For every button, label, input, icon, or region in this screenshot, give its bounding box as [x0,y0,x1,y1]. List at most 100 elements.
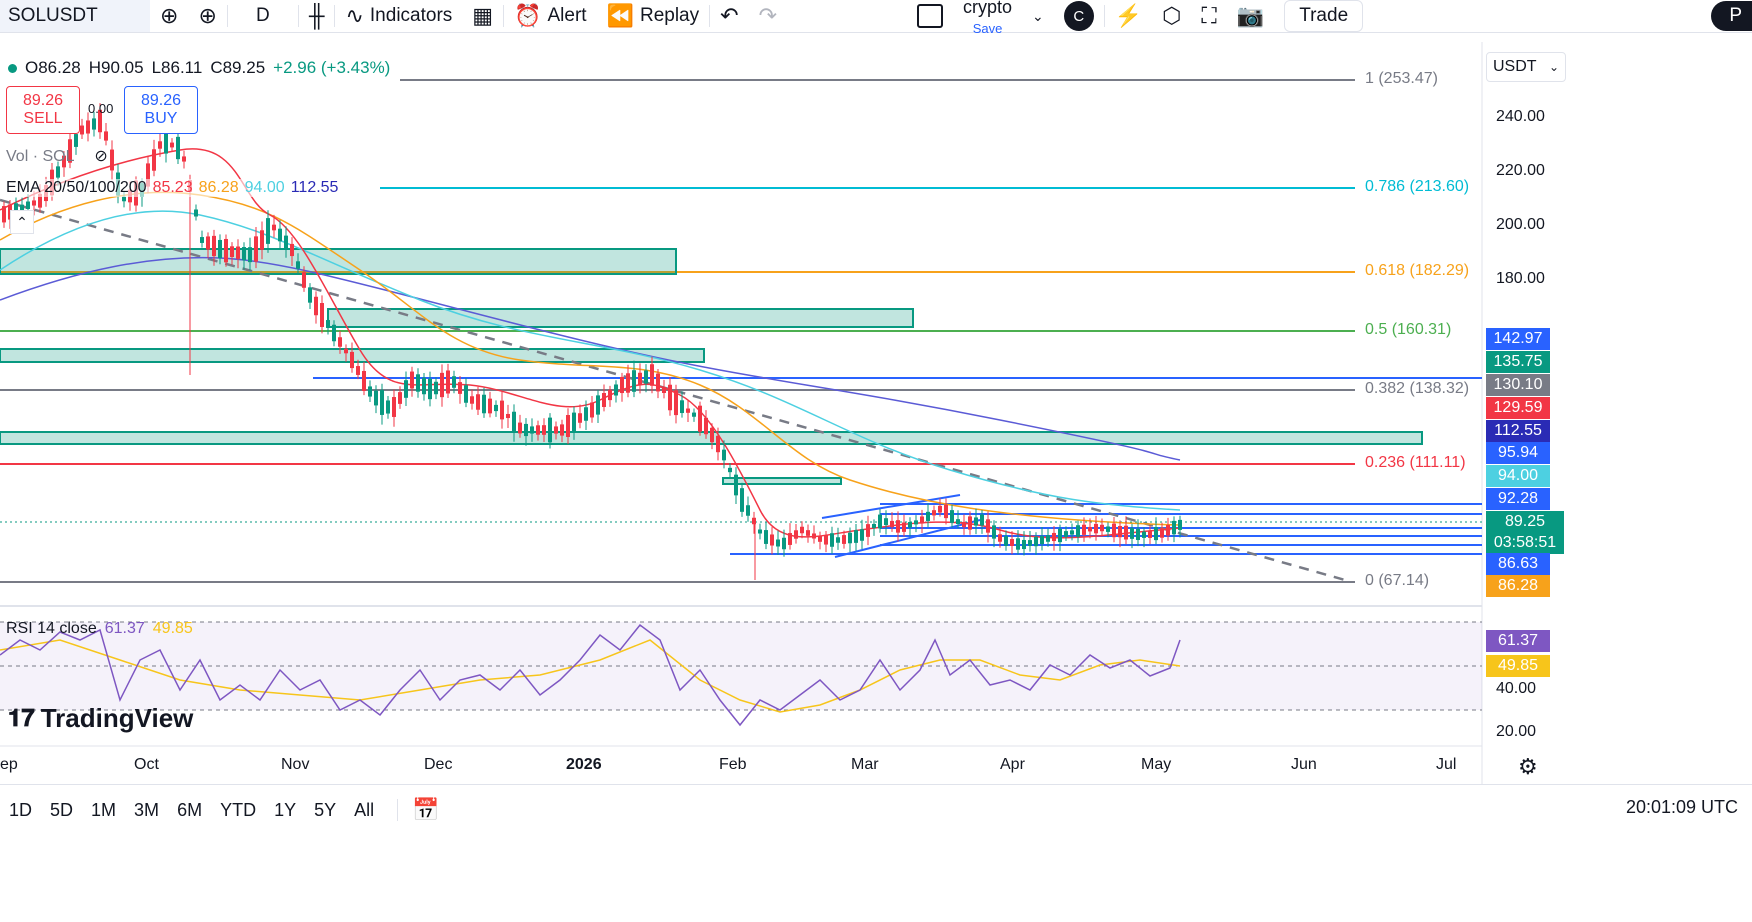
range-1y[interactable]: 1Y [274,799,297,820]
candle-body [242,247,246,261]
templates-icon[interactable]: ▦ [472,3,494,28]
candle-body [1130,528,1134,539]
alert-button[interactable]: ⏰ Alert [504,0,596,32]
buy-button[interactable]: 89.26 BUY [124,86,198,134]
trade-button[interactable]: Trade [1274,0,1373,32]
candle-body [968,516,972,530]
tradingview-logo[interactable]: 𝟏𝟕 TradingView [8,703,193,734]
sell-button[interactable]: 89.26 SELL [6,86,80,134]
candle-body [476,394,480,410]
utc-clock[interactable]: 20:01:09 UTC [1625,797,1738,817]
candle-body [644,370,648,384]
range-6m[interactable]: 6M [177,799,203,820]
candle-body [1118,525,1122,538]
candle-body [524,423,528,437]
candle-body [74,134,78,147]
candle-body [584,407,588,421]
replay-button[interactable]: ⏪ Replay [597,0,710,32]
range-3m[interactable]: 3M [134,799,160,820]
candle-body [104,131,108,141]
supply-zone[interactable] [0,248,677,275]
candle-body [26,201,30,209]
candle-body [884,518,888,525]
price-label: 03:58:51 [1486,532,1564,554]
candle-body [848,532,852,544]
candle-body [1142,531,1146,538]
add-symbol-icon[interactable]: ⊕ [198,3,217,28]
candlesticks[interactable] [2,103,1182,580]
settings-icon[interactable]: ⬡ [1162,3,1182,28]
candle-body [284,235,288,250]
candle-body [698,405,702,432]
candle-body [260,230,264,250]
volume-legend[interactable]: Vol · SOL ⊘ [6,146,108,166]
range-1m[interactable]: 1M [91,799,117,820]
range-all[interactable]: All [354,799,375,820]
quick-search-icon[interactable]: ⚡ [1114,3,1143,28]
calendar-icon[interactable]: 📅 [412,797,440,822]
price-label: 135.75 [1486,351,1550,373]
compare-icon[interactable]: ⊕ [160,3,179,28]
rsi-legend[interactable]: RSI 14 close 61.37 49.85 [6,620,193,638]
chart-type-icon[interactable]: ╫ [308,3,325,28]
candle-body [1046,535,1050,542]
rsi-line [0,623,1181,727]
candle-body [440,372,444,398]
collapse-legend-icon[interactable]: ⌃ [10,210,34,234]
trendline[interactable] [834,519,981,558]
candle-body [446,370,450,394]
supply-zone[interactable] [722,477,842,485]
avatar-letter: C [1063,1,1094,31]
time-axis-label: Jun [1291,756,1317,773]
publish-button[interactable]: P [1711,1,1752,31]
ema-legend[interactable]: EMA 20/50/100/200 85.23 86.28 94.00 112.… [6,179,339,197]
price-label: 142.97 [1486,328,1550,350]
candle-body [1004,536,1008,546]
ema100-value: 94.00 [244,179,285,196]
rsi-ma-value: 49.85 [152,620,193,637]
range-ytd[interactable]: YTD [220,799,257,820]
candle-body [920,516,924,524]
undo-icon[interactable]: ↶ [720,3,739,28]
candle-body [176,136,180,160]
candle-body [782,537,786,550]
trendline[interactable] [821,494,961,519]
open-value: O86.28 [25,58,81,77]
avatar[interactable]: C [1054,0,1104,32]
candle-body [788,533,792,545]
candle-body [686,408,690,413]
time-axis-label: Oct [134,756,159,773]
change-value: +2.96 (+3.43%) [273,58,391,77]
range-5y[interactable]: 5Y [314,799,337,820]
interval-button[interactable]: D [228,0,298,32]
eye-off-icon[interactable]: ⊘ [94,148,108,165]
candle-body [710,427,714,443]
indicators-label: Indicators [369,5,453,26]
candle-body [122,196,126,202]
range-5d[interactable]: 5D [50,799,74,820]
candle-body [254,236,258,262]
time-axis-label: 2026 [566,756,602,773]
candle-body [248,247,252,263]
layout-menu[interactable]: crypto Save [953,0,1022,36]
candle-body [458,382,462,394]
camera-icon[interactable]: 📷 [1236,3,1265,28]
candle-body [800,526,804,534]
currency-select[interactable]: USDT ⌄ [1486,52,1566,82]
redo-icon[interactable]: ↷ [758,3,777,28]
candle-body [992,525,996,539]
candle-body [1070,530,1074,535]
chevron-down-icon[interactable]: ⌄ [1032,7,1044,24]
range-1d[interactable]: 1D [9,799,33,820]
indicators-button[interactable]: ∿ Indicators [335,0,462,32]
fullscreen-icon[interactable]: ⛶ [1201,3,1217,28]
layout-checkbox-icon[interactable] [907,0,953,32]
candle-body [776,539,780,547]
settings-gear-icon[interactable]: ⚙ [1518,754,1538,779]
candle-body [368,386,372,397]
symbol-search[interactable]: SOLUSDT [0,0,150,32]
candle-body [1076,525,1080,537]
candle-body [1040,535,1044,545]
candle-body [626,373,630,393]
